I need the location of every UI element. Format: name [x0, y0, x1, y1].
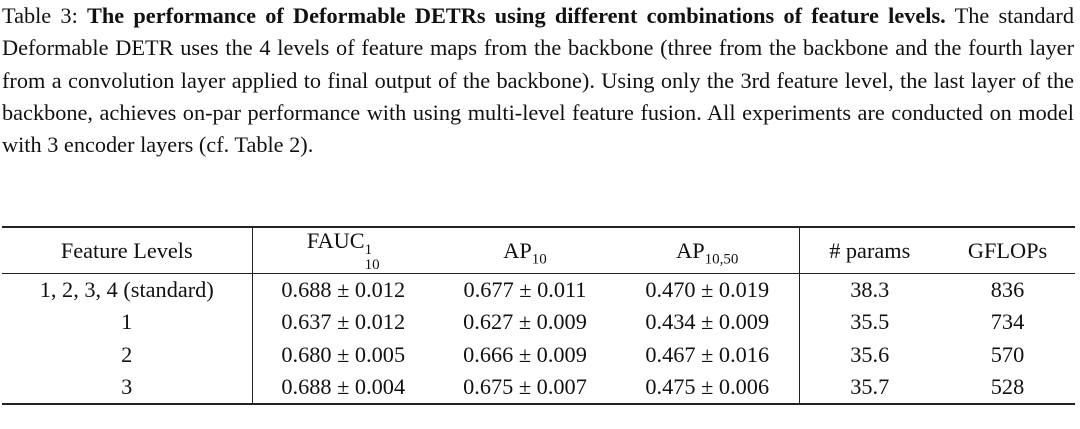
- table-cell: 570: [990, 341, 1025, 367]
- table-cell: 734: [990, 309, 1025, 335]
- table-cell: 0.688 ± 0.012: [281, 277, 406, 303]
- header-sup: 1: [364, 242, 373, 258]
- table-cell: 0.677 ± 0.011: [463, 277, 587, 303]
- results-table: Feature Levels FAUC 1 10 AP10 AP10,50 # params…: [2, 226, 1075, 405]
- header-row: Feature Levels FAUC 1 10 AP10 AP10,50 # params…: [2, 227, 1075, 274]
- table-header: Feature Levels FAUC 1 10 AP10 AP10,50 # params…: [2, 227, 1075, 274]
- header-text: GFLOPs: [967, 237, 1048, 263]
- table-cell: 0.467 ± 0.016: [616, 338, 800, 371]
- table-cell: 38.3: [850, 277, 890, 303]
- table-cell: 1, 2, 3, 4 (standard): [2, 273, 253, 307]
- caption: Table 3: The performance of Deformable D…: [2, 0, 1074, 161]
- header-cell: AP10: [434, 227, 616, 274]
- caption-label: Table 3:: [2, 3, 78, 28]
- table-cell: 1: [2, 306, 253, 339]
- header-sub: 10: [364, 257, 380, 273]
- table-cell: 35.7: [850, 374, 890, 400]
- table-cell: 0.680 ± 0.005: [281, 341, 406, 367]
- script-stack: 1 10: [365, 243, 380, 273]
- table-cell: 0.675 ± 0.007: [463, 374, 587, 400]
- header-cell: Feature Levels: [2, 227, 253, 274]
- header-cell: FAUC 1 10: [252, 227, 434, 274]
- header-cell: GFLOPs: [940, 227, 1075, 274]
- table-row: 2 0.680 ± 0.005 0.666 ± 0.009 0.467 ± 0.016…: [2, 338, 1075, 371]
- table-cell: 0.475 ± 0.006: [616, 370, 800, 405]
- table-body: 1, 2, 3, 4 (standard) 0.688 ± 0.012 0.677 …: [2, 273, 1075, 405]
- table-cell: 3: [2, 370, 253, 405]
- header-base: FAUC: [306, 228, 365, 253]
- table-row: 1, 2, 3, 4 (standard) 0.688 ± 0.012 0.677 …: [2, 273, 1075, 307]
- table-cell: 836: [990, 277, 1025, 303]
- table-cell: 2: [2, 338, 253, 371]
- table-cell: 0.637 ± 0.012: [281, 309, 406, 335]
- table-cell: 0.470 ± 0.019: [616, 273, 800, 307]
- caption-title: The performance of Deformable DETRs usin…: [87, 3, 946, 28]
- header-cell: AP10,50: [616, 227, 800, 274]
- header-sub: 10,50: [704, 250, 739, 267]
- header-text: # params: [829, 237, 911, 263]
- header-cell: # params: [799, 227, 940, 274]
- header-base: AP: [676, 237, 705, 263]
- table-row: 1 0.637 ± 0.012 0.627 ± 0.009 0.434 ± 0.009…: [2, 306, 1075, 339]
- table-cell: 0.688 ± 0.004: [281, 374, 406, 400]
- caption-text: The standard Deformable DETR uses the 4 …: [2, 3, 1075, 158]
- table-row: 3 0.688 ± 0.004 0.675 ± 0.007 0.475 ± 0.006…: [2, 370, 1075, 405]
- table-cell: 0.666 ± 0.009: [463, 341, 587, 367]
- table-cell: 528: [990, 374, 1025, 400]
- header-base: AP: [503, 237, 532, 263]
- table-cell: 35.6: [850, 341, 890, 367]
- header-sub: 10: [531, 250, 547, 267]
- table-cell: 35.5: [850, 309, 890, 335]
- table-cell: 0.627 ± 0.009: [463, 309, 587, 335]
- table-cell: 0.434 ± 0.009: [616, 306, 800, 339]
- header-text: Feature Levels: [60, 237, 193, 263]
